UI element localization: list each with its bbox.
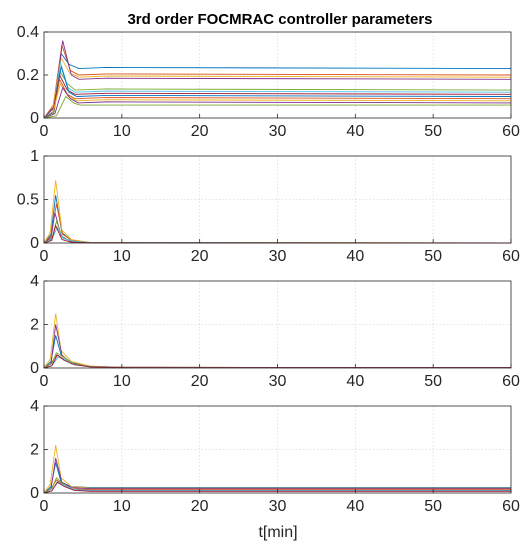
- y-tick-label: 2: [30, 442, 39, 459]
- subplot-2: 0 10 20 30 40 50 60 0 0.5 1: [17, 148, 520, 265]
- y-tick-label: 2: [30, 317, 39, 334]
- x-tick-label: 60: [502, 248, 520, 265]
- y-tick-label: 4: [30, 398, 39, 415]
- figure-title: 3rd order FOCMRAC controller parameters: [127, 11, 432, 28]
- series-line-11: [43, 86, 512, 119]
- x-tick-label: 10: [113, 248, 131, 265]
- subplot-1: 0 10 20 30 40 50 60 0 0.2 0.4: [17, 24, 520, 140]
- y-tick-label: 0.4: [17, 24, 39, 41]
- y-tick-label: 0.5: [17, 192, 39, 209]
- y-tick-label: 1: [30, 148, 39, 165]
- x-tick-label: 50: [424, 248, 442, 265]
- x-tick-label: 0: [40, 248, 49, 265]
- x-tick-label: 10: [113, 373, 131, 390]
- x-tick-label: 40: [346, 373, 364, 390]
- x-tick-label: 60: [502, 498, 520, 515]
- subplot-4: 0 10 20 30 40 50 60 0 2 4: [30, 398, 520, 515]
- x-tick-label: 20: [191, 248, 209, 265]
- y-tick-label: 0.2: [17, 67, 39, 84]
- y-tick-label: 0: [30, 485, 39, 502]
- series-group: [43, 445, 511, 494]
- x-tick-label: 30: [269, 248, 287, 265]
- x-tick-label: 30: [269, 498, 287, 515]
- x-tick-label: 0: [40, 373, 49, 390]
- series-group: [43, 313, 512, 369]
- x-tick-label: 50: [424, 373, 442, 390]
- series-line-7: [43, 481, 511, 494]
- x-tick-label: 50: [424, 498, 442, 515]
- series-line-7: [43, 354, 511, 369]
- y-tick-label: 0: [30, 110, 39, 127]
- y-tick-label: 0: [30, 360, 39, 377]
- x-tick-label: 40: [346, 123, 364, 140]
- x-tick-label: 40: [346, 498, 364, 515]
- x-tick-label: 30: [269, 123, 287, 140]
- x-tick-label: 50: [424, 123, 442, 140]
- x-tick-label: 0: [40, 123, 49, 140]
- y-tick-label: 0: [30, 235, 39, 252]
- x-tick-label: 10: [113, 123, 131, 140]
- x-tick-label: 30: [269, 373, 287, 390]
- series-line-12: [43, 95, 511, 119]
- series-line-10: [43, 82, 512, 119]
- x-tick-label: 10: [113, 498, 131, 515]
- x-tick-label: 20: [191, 498, 209, 515]
- y-tick-label: 4: [30, 273, 39, 290]
- x-tick-label: 40: [346, 248, 364, 265]
- x-tick-label: 60: [502, 123, 520, 140]
- series-line-4: [43, 212, 512, 244]
- x-tick-label: 60: [502, 373, 520, 390]
- series-line-4: [43, 458, 511, 494]
- subplot-3: 0 10 20 30 40 50 60 0 2 4: [30, 273, 520, 390]
- x-tick-label: 20: [191, 373, 209, 390]
- x-tick-label: 0: [40, 498, 49, 515]
- x-axis-label: t[min]: [258, 524, 297, 541]
- x-tick-label: 20: [191, 123, 209, 140]
- series-line-3: [43, 56, 512, 119]
- series-group: [43, 40, 512, 119]
